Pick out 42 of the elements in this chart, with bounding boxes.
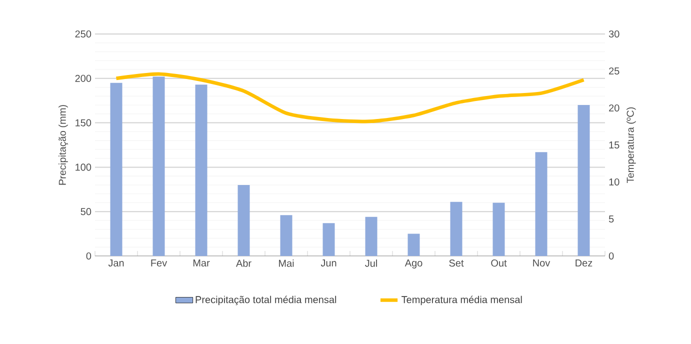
y-axis-title: Precipitação (mm) [58, 105, 68, 185]
legend-label: Precipitação total média mensal [196, 296, 336, 306]
x-tick-label: Jan [108, 260, 124, 266]
line-series [114, 72, 586, 124]
x-tick-label: Set [449, 260, 464, 267]
y-tick-label: 250 [75, 30, 92, 38]
x-tick-label: Mar [193, 260, 210, 266]
bar [492, 202, 505, 256]
y-tick-label: 100 [76, 164, 92, 171]
y2-tick-label: 25 [609, 67, 620, 75]
x-tick-label: Out [491, 260, 507, 267]
x-tick-label: Mai [279, 260, 294, 267]
legend-label: Temperatura média mensal [402, 296, 522, 306]
y-tick-label: 50 [80, 208, 92, 216]
y2-tick-label: 20 [609, 104, 620, 112]
bar [195, 84, 208, 256]
y2-tick-label: 30 [608, 30, 620, 38]
x-tick-label: Nov [533, 260, 550, 266]
bar [578, 105, 590, 256]
y2-tick-label: 5 [608, 215, 614, 222]
x-tick-label: Fev [151, 260, 168, 266]
bar [110, 82, 122, 256]
y-tick-label: 150 [76, 119, 92, 126]
x-tick-label: Jun [320, 260, 336, 266]
bar [152, 76, 165, 256]
bar [238, 184, 250, 256]
y-tick-label: 200 [75, 74, 92, 82]
bar [450, 202, 462, 256]
y-tick-label: 0 [86, 252, 92, 260]
bar [408, 234, 420, 256]
bar [322, 223, 335, 256]
bar [365, 216, 378, 256]
y2-axis-title: Temperatura (ºC) [626, 107, 636, 183]
y2-tick-label: 0 [608, 252, 614, 260]
x-tick-label: Jul [365, 260, 377, 267]
y2-tick-label: 15 [609, 141, 620, 148]
bar [280, 215, 292, 256]
bar [535, 152, 548, 256]
x-tick-label: Ago [404, 260, 422, 268]
x-tick-label: Abr [236, 260, 252, 267]
y2-tick-label: 10 [609, 178, 620, 186]
x-tick-label: Dez [576, 260, 592, 266]
